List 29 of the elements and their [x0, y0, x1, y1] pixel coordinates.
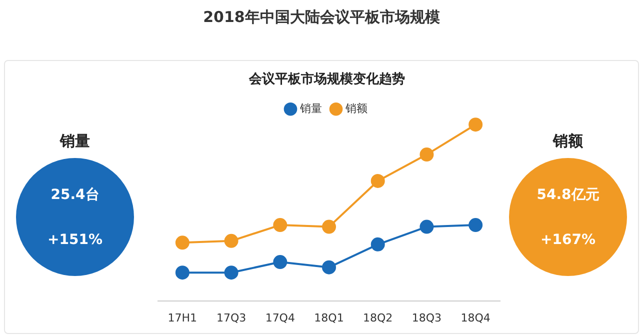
point — [370, 237, 385, 252]
point — [273, 218, 288, 232]
x-tick-label: 18Q2 — [363, 311, 393, 324]
point — [322, 260, 336, 274]
point — [468, 118, 483, 132]
x-tick-label: 18Q1 — [314, 311, 344, 324]
legend-label: 销额 — [344, 102, 368, 115]
point — [420, 220, 434, 234]
point — [468, 218, 483, 232]
point — [273, 255, 288, 270]
point — [322, 220, 336, 234]
point — [175, 266, 190, 280]
x-tick-label: 17Q4 — [265, 311, 295, 324]
circle-badge: 25.4台 +151% — [16, 158, 134, 276]
x-tick-label: 18Q3 — [412, 311, 442, 324]
point — [420, 148, 434, 162]
point — [175, 236, 190, 250]
legend-label: 销量 — [299, 102, 322, 115]
point — [224, 234, 238, 248]
point — [370, 174, 385, 188]
chart-title: 2018年中国大陆会议平板市场规模 — [202, 8, 441, 27]
x-tick-label: 17H1 — [168, 311, 198, 324]
text: 销额 — [552, 132, 584, 152]
circle-badge: 54.8亿元 +167% — [509, 158, 627, 276]
x-tick-label: 17Q3 — [216, 311, 246, 324]
text: 销量 — [58, 132, 91, 152]
point — [224, 266, 238, 280]
x-tick-label: 18Q4 — [460, 311, 490, 324]
chart-subtitle: 会议平板市场规模变化趋势 — [248, 71, 405, 88]
